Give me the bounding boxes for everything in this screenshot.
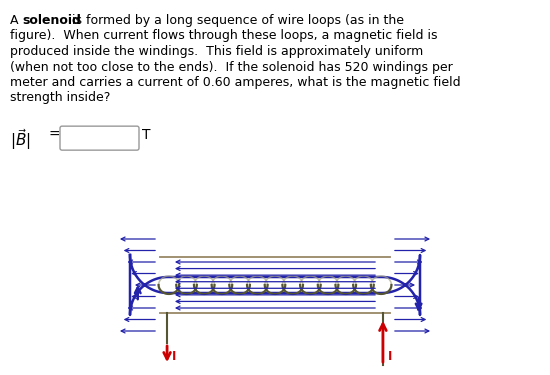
Text: I: I	[172, 351, 177, 363]
Text: $|\vec{B}|$: $|\vec{B}|$	[10, 127, 31, 152]
Text: =: =	[48, 128, 59, 142]
Text: figure).  When current flows through these loops, a magnetic field is: figure). When current flows through thes…	[10, 30, 437, 42]
Text: A: A	[10, 14, 23, 27]
Text: strength inside?: strength inside?	[10, 92, 111, 105]
Text: produced inside the windings.  This field is approximately uniform: produced inside the windings. This field…	[10, 45, 424, 58]
Text: is formed by a long sequence of wire loops (as in the: is formed by a long sequence of wire loo…	[68, 14, 404, 27]
Text: solenoid: solenoid	[22, 14, 81, 27]
Text: I: I	[388, 351, 392, 363]
FancyBboxPatch shape	[60, 126, 139, 150]
Text: meter and carries a current of 0.60 amperes, what is the magnetic field: meter and carries a current of 0.60 ampe…	[10, 76, 461, 89]
Text: T: T	[142, 128, 151, 142]
Text: (when not too close to the ends).  If the solenoid has 520 windings per: (when not too close to the ends). If the…	[10, 60, 453, 74]
